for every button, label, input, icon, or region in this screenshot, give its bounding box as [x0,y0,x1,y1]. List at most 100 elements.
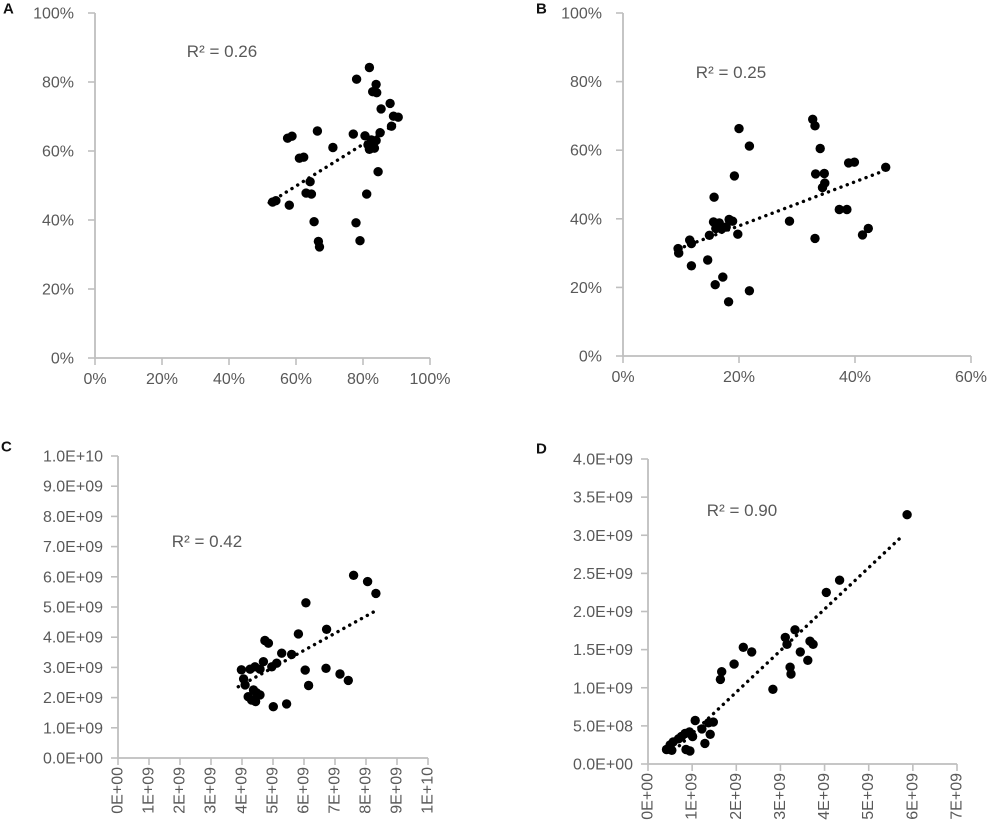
data-point [709,192,719,202]
panel-C: 0E+00 1E+09 2E+09 3E+09 4E+09 5E+09 6E+09 7E+09… [1,438,437,813]
data-point [704,230,715,240]
data-point [271,196,281,206]
y-tick-label: 5.0E+09 [43,600,103,617]
data-point [321,624,332,634]
x-tick-label: 3E+09 [772,773,789,820]
data-point [362,576,373,587]
y-tick-label: 5.0E+08 [573,718,633,735]
data-point [700,738,710,749]
x-tick-label: 20% [723,369,755,386]
data-point [784,216,795,226]
x-tick-label: 20% [146,371,178,388]
y-tick-label: 7.0E+09 [43,539,103,556]
data-point [348,129,358,139]
trendline [236,608,378,689]
data-point [708,717,718,727]
data-point [284,200,294,210]
data-point [697,724,707,734]
data-point [815,143,825,154]
data-point [729,171,740,181]
data-point [258,657,269,667]
data-point [723,297,734,307]
data-point [842,204,852,215]
data-point [287,131,297,141]
data-point [240,680,250,690]
data-point [705,729,715,739]
x-tick-label: 80% [347,371,379,388]
y-tick-label: 3.0E+09 [573,528,633,545]
y-tick-label: 20% [570,280,602,297]
data-point [881,162,891,172]
data-point [863,223,873,234]
data-point [733,229,743,239]
data-point [810,169,821,179]
x-tick-label: 2E+09 [728,773,745,820]
data-point [255,690,265,700]
data-point [277,648,287,658]
x-tick-label: 40% [839,369,871,386]
data-point [803,655,813,665]
x-tick-label: 3E+09 [203,767,220,814]
data-point [810,121,820,131]
data-point [314,242,325,252]
x-tick-label: 1E+09 [684,773,701,820]
y-tick-label: 60% [42,144,74,161]
y-tick-label: 3.5E+09 [573,490,633,507]
data-point [685,746,695,756]
y-tick-label: 0.0E+00 [573,757,633,774]
y-tick-label: 2.0E+09 [43,690,103,707]
data-point [372,88,382,98]
data-point [305,177,315,187]
y-tick-label: 40% [570,211,602,228]
data-point [351,74,362,84]
y-tick-label: 3.0E+09 [43,660,103,677]
x-tick-label: 40% [213,371,245,388]
data-point [786,669,796,679]
data-point [369,143,380,153]
x-tick-label: 60% [280,371,312,388]
y-tick-label: 4.0E+09 [43,630,103,647]
data-point [328,142,338,153]
panel-B: 0% 20% 40% 60% 0% 20% 40% 60% 80% 100% R² = 0.25 B [536,0,987,386]
x-tick-label: 7E+09 [327,767,344,814]
y-tick-label: 20% [42,282,74,299]
data-point [819,168,829,179]
trendline [672,533,905,752]
y-tick-label: 0.0E+00 [43,751,103,768]
data-point [236,665,247,675]
data-point [795,647,805,657]
y-tick-label: 6.0E+09 [43,569,103,586]
y-tick-label: 1.0E+10 [43,449,103,466]
data-point [386,121,397,131]
data-point [849,157,860,167]
data-point [717,667,727,677]
data-point [371,135,381,146]
r-squared-label: R² = 0.25 [696,63,766,82]
x-tick-label: 0E+00 [110,767,127,814]
data-point [744,286,755,296]
data-point [674,248,684,258]
x-tick-label: 9E+09 [389,767,406,814]
x-tick-label: 0% [611,369,634,386]
data-point [321,663,331,673]
data-point [362,189,372,199]
y-tick-label: 100% [561,6,602,23]
data-point [309,217,319,227]
data-point [312,126,323,136]
x-tick-label: 0% [83,371,106,388]
data-point [790,625,800,635]
data-point [902,510,912,520]
data-point [268,702,278,712]
data-point [301,598,311,608]
data-point [286,649,297,660]
x-tick-label: 5E+09 [265,767,282,814]
y-tick-label: 80% [570,74,602,91]
panel-letter: C [1,438,12,455]
panel-A: 0% 20% 40% 60% 80% 100% 0% 20% 40% 60% 80% 100% R² =… [3,0,450,388]
data-point [686,261,697,271]
y-tick-label: 100% [33,6,74,23]
data-point [255,664,265,674]
data-point [703,255,713,265]
